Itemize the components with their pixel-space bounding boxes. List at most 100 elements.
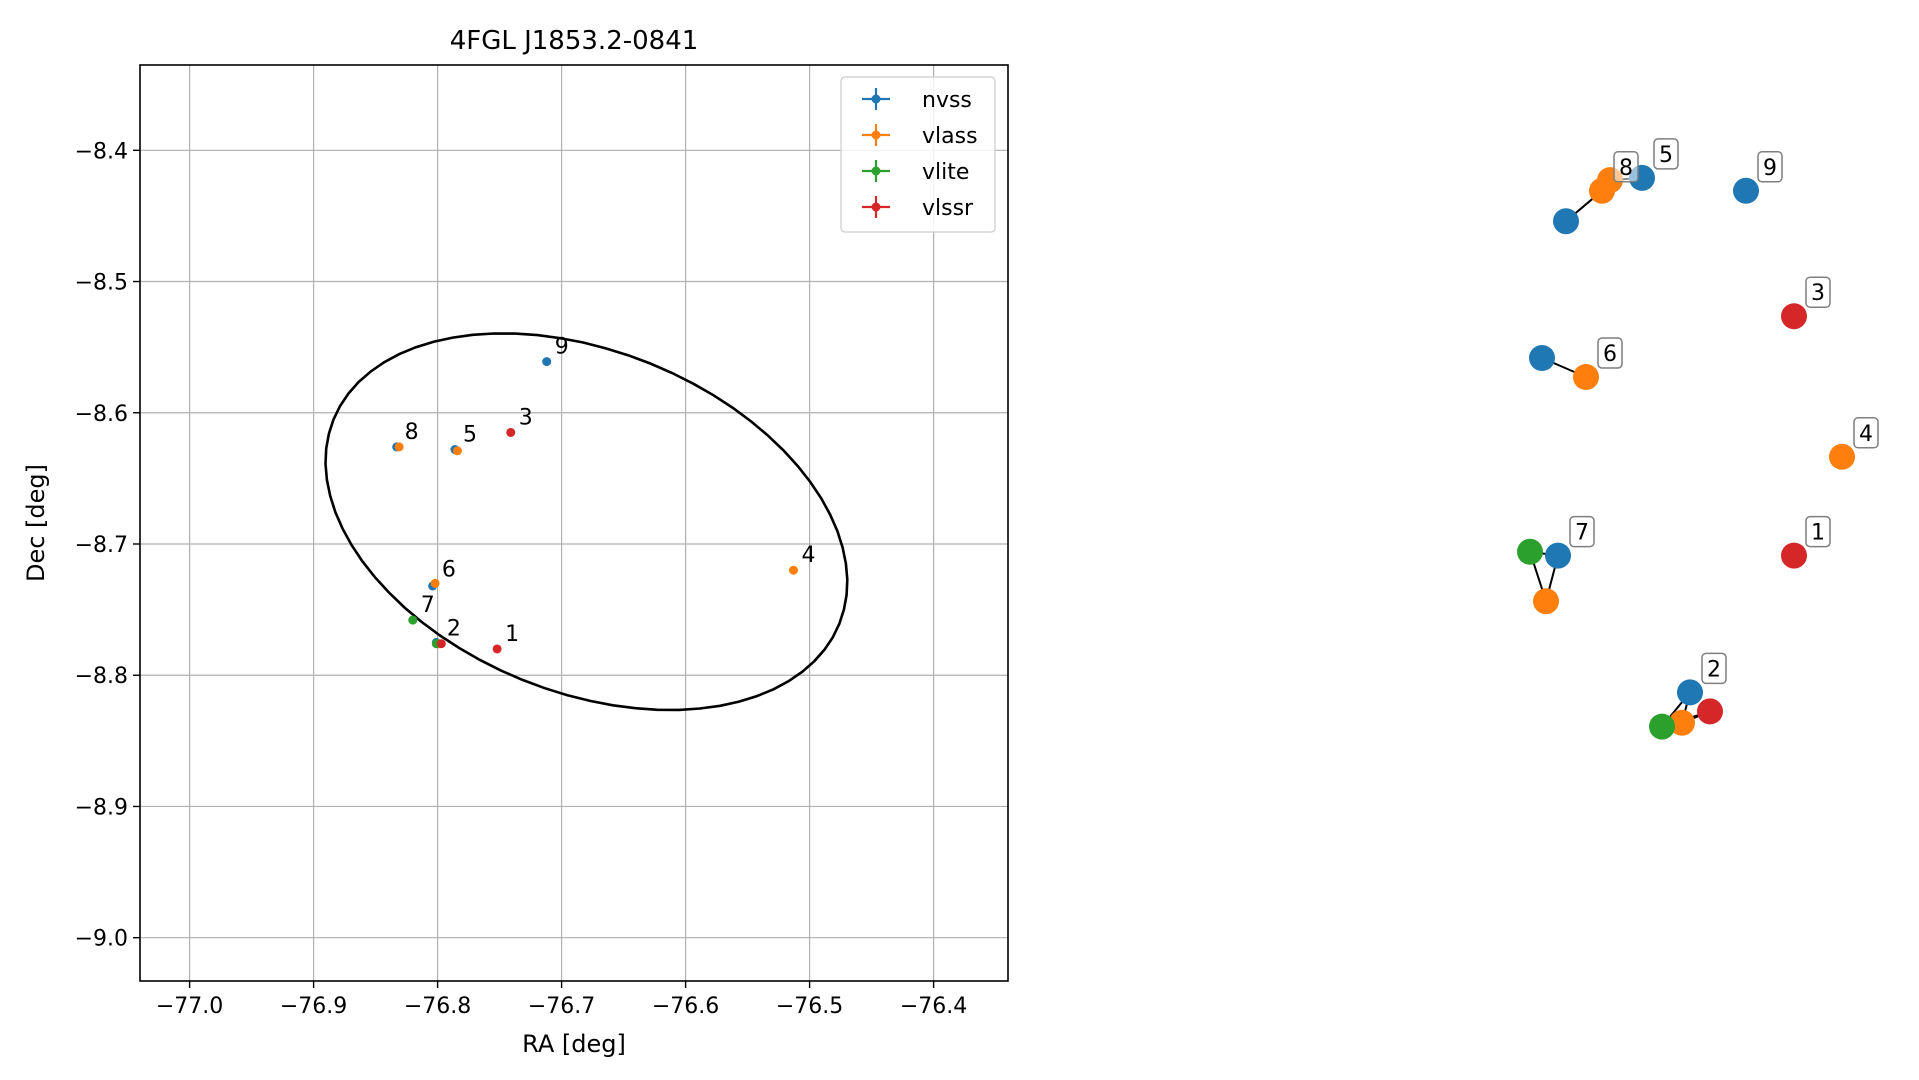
- x-tick-label: −76.9: [280, 994, 347, 1019]
- x-tick-label: −76.4: [900, 994, 967, 1019]
- data-point-vlass: [430, 578, 440, 588]
- graph-node-vlssr: [1697, 698, 1723, 725]
- legend-label: vlssr: [922, 196, 974, 221]
- y-tick-label: −9.0: [75, 927, 128, 952]
- graph-node-vlass: [1573, 364, 1599, 390]
- graph-node-label-box: [1757, 151, 1783, 183]
- graph-node-vlass: [1669, 709, 1695, 736]
- point-label: 9: [555, 335, 569, 360]
- legend-marker: [871, 130, 881, 140]
- graph-node-label: 9: [1757, 151, 1783, 183]
- graph-nodes: [1517, 164, 1855, 740]
- graph-node-vlssr: [1781, 542, 1807, 569]
- graph-node-nvss: [1529, 345, 1555, 371]
- x-tick-label: −76.7: [528, 994, 595, 1019]
- graph-node-nvss: [1677, 679, 1703, 706]
- graph-node-label-text: 3: [1811, 281, 1825, 306]
- point-label: 5: [463, 423, 477, 448]
- graph-node-label-text: 6: [1603, 342, 1617, 367]
- legend-item-vlite: vlite: [862, 160, 969, 185]
- graph-node-label-text: 7: [1575, 521, 1589, 546]
- legend: nvss vlass vlite vlssr: [840, 76, 996, 233]
- graph-node-label-text: 1: [1811, 521, 1825, 546]
- legend-item-vlass: vlass: [862, 124, 978, 149]
- point-label: 4: [801, 543, 815, 568]
- x-axis-ticks: −77.0 −76.9 −76.8 −76.7 −76.6 −76.5 −76.4: [156, 981, 967, 1019]
- graph-node-nvss: [1545, 542, 1571, 569]
- y-axis-ticks: −8.4 −8.5 −8.6 −8.7 −8.8 −8.9 −9.0: [75, 139, 140, 952]
- x-tick-label: −76.8: [404, 994, 471, 1019]
- graph-node-label: 8: [1613, 151, 1639, 183]
- data-point-vlssr: [436, 639, 446, 649]
- x-tick-label: −77.0: [156, 994, 223, 1019]
- data-point-vlite: [408, 615, 418, 625]
- graph-node-label-text: 2: [1707, 657, 1721, 682]
- legend-marker: [871, 202, 881, 212]
- y-tick-label: −8.4: [75, 139, 128, 164]
- data-point-vlass: [394, 442, 404, 452]
- graph-node-nvss: [1553, 208, 1579, 235]
- graph-node-vlite: [1517, 538, 1543, 565]
- point-label: 3: [519, 405, 533, 430]
- graph-node-label-box: [1597, 337, 1623, 369]
- graph-node-label: 1: [1805, 515, 1831, 548]
- graph-node-label: 2: [1701, 652, 1727, 685]
- graph-node-label: 5: [1653, 138, 1679, 170]
- legend-item-vlssr: vlssr: [862, 196, 974, 221]
- graph-node-vlssr: [1781, 303, 1807, 330]
- data-point-nvss: [542, 357, 552, 367]
- graph-node-label-text: 8: [1619, 156, 1633, 181]
- cluster-graph: 9 3 4 1 5 8 6 7 2: [1517, 138, 1879, 740]
- legend-label: nvss: [922, 88, 972, 113]
- point-label: 1: [505, 622, 519, 647]
- x-axis-label: RA [deg]: [522, 1030, 626, 1058]
- y-axis-label: Dec [deg]: [22, 464, 50, 582]
- graph-node-labels: 9 3 4 1 5 8 6 7 2: [1569, 138, 1879, 685]
- y-tick-label: −8.8: [75, 664, 128, 689]
- graph-node-vlass: [1829, 443, 1855, 470]
- legend-box: [840, 76, 996, 233]
- graph-node-label-box: [1853, 417, 1879, 449]
- x-tick-label: −76.5: [776, 994, 843, 1019]
- point-label: 8: [405, 420, 419, 445]
- graph-node-label: 7: [1569, 515, 1595, 548]
- source-points: [392, 357, 798, 654]
- graph-node-label-box: [1653, 138, 1679, 170]
- localization-ellipse: [324, 332, 849, 712]
- point-label: 6: [442, 558, 456, 583]
- graph-node-label-text: 9: [1763, 156, 1777, 181]
- graph-node-nvss: [1733, 177, 1759, 204]
- y-tick-label: −8.5: [75, 271, 128, 296]
- grid: [140, 65, 1008, 981]
- x-tick-label: −76.6: [652, 994, 719, 1019]
- graph-node-label: 4: [1853, 417, 1879, 449]
- legend-marker: [871, 94, 881, 104]
- graph-node-label-box: [1805, 515, 1831, 548]
- plot-frame: [139, 64, 1009, 982]
- data-point-vlass: [788, 565, 798, 575]
- point-label: 2: [447, 617, 461, 642]
- graph-node-vlass: [1533, 588, 1559, 615]
- source-labels: 9 8 5 3 672 1 4: [405, 335, 816, 647]
- y-tick-label: −8.9: [75, 795, 128, 820]
- graph-node-label-box: [1805, 276, 1831, 308]
- graph-node-label: 6: [1597, 337, 1623, 369]
- graph-edges: [1529, 176, 1711, 728]
- y-tick-label: −8.6: [75, 402, 128, 427]
- legend-label: vlass: [922, 124, 978, 149]
- chart-title: 4FGL J1853.2-0841: [450, 26, 699, 56]
- graph-node-label-text: 5: [1659, 143, 1673, 168]
- legend-label: vlite: [922, 160, 969, 185]
- y-tick-label: −8.7: [75, 533, 128, 558]
- data-point-vlssr: [506, 427, 516, 437]
- sky-position-chart: 4FGL J1853.2-0841 −77.0 −76.9 −76.8 −76.7 −7…: [22, 26, 1009, 1058]
- legend-item-nvss: nvss: [862, 88, 972, 113]
- graph-node-vlite: [1649, 713, 1675, 740]
- point-label: 7: [421, 593, 435, 618]
- graph-node-label: 3: [1805, 276, 1831, 308]
- data-point-vlass: [452, 446, 462, 456]
- graph-node-label-text: 4: [1859, 422, 1873, 447]
- graph-node-label-box: [1613, 151, 1639, 183]
- graph-node-label-box: [1701, 652, 1727, 685]
